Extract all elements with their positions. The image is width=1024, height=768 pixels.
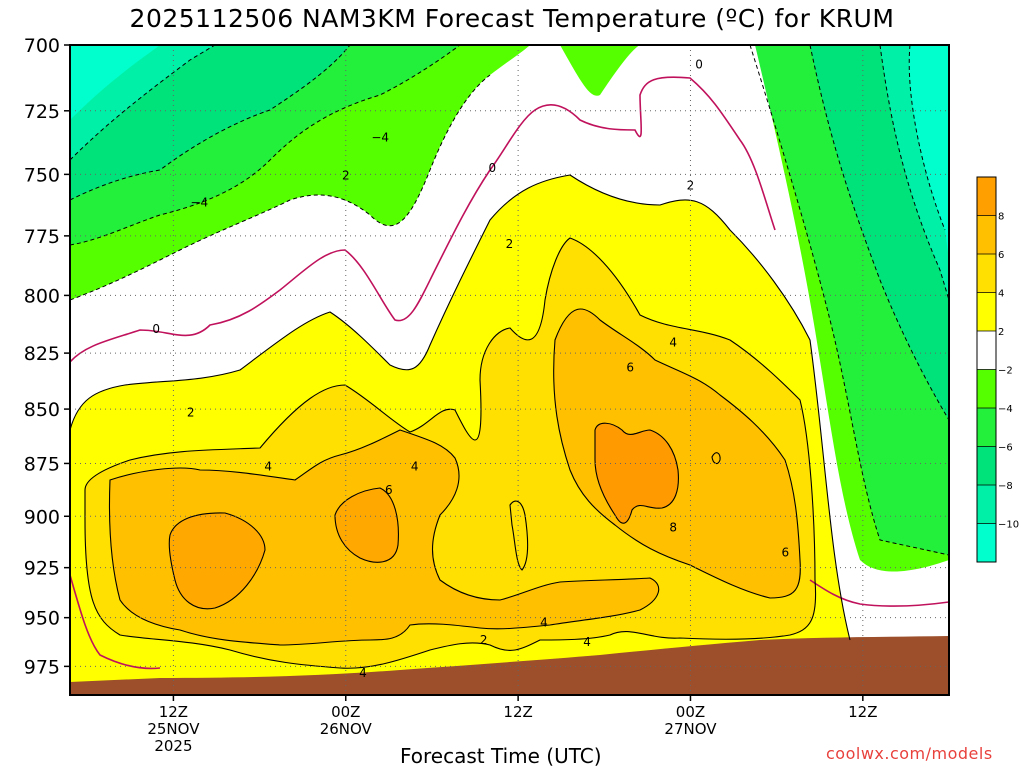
plus6-line <box>108 429 660 646</box>
x-tick-label: 2025 <box>154 737 192 755</box>
small-cell-1 <box>509 500 529 571</box>
y-tick-label: 875 <box>24 453 60 475</box>
contour-label: 0 <box>488 161 496 175</box>
contour-label: 4 <box>583 635 591 649</box>
contour-label: 2 <box>506 237 514 251</box>
colorbar-label: −4 <box>998 404 1013 415</box>
terrain <box>70 636 949 695</box>
plus4-line <box>84 237 817 669</box>
minus8-line <box>70 45 216 161</box>
y-axis: 700 725 750 775 800 825 850 875 900 925 950 975 <box>24 35 70 678</box>
band-6-east <box>553 308 801 598</box>
contour-label: 2 <box>342 168 350 182</box>
colorbar-swatch <box>977 485 996 524</box>
y-tick-label: 900 <box>24 506 60 528</box>
contour-lines <box>70 45 949 670</box>
colorbar: −10 −8 −6 −4 −2 2 4 6 8 <box>976 176 1019 563</box>
contour-label: −4 <box>190 196 208 210</box>
grid <box>70 44 949 695</box>
band-8-mid <box>335 488 399 563</box>
small-cell-2 <box>711 452 721 465</box>
y-tick-label: 825 <box>24 343 60 365</box>
colorbar-swatch <box>977 215 996 254</box>
plus8-line-west <box>168 512 266 610</box>
y-tick-label: 725 <box>24 101 60 123</box>
colorbar-label: 2 <box>998 327 1004 338</box>
x-tick-label: 25NOV <box>147 720 200 738</box>
plot-frame <box>69 44 950 696</box>
colorbar-swatch <box>977 408 996 447</box>
colorbar-label: 4 <box>998 289 1004 300</box>
contour-label: 2 <box>480 633 488 647</box>
east-minus4-line <box>809 45 949 421</box>
x-tick-label: 12Z <box>848 703 877 721</box>
y-tick-label: 925 <box>24 558 60 580</box>
band-8-east <box>595 423 679 524</box>
plus8-line-east <box>594 422 679 524</box>
east-minus8-line <box>908 45 946 231</box>
contour-label: 2 <box>187 405 195 419</box>
contour-label: 2 <box>687 178 695 192</box>
east-minus2-line <box>749 45 949 556</box>
colorbar-label: −6 <box>998 443 1013 454</box>
colorbar-swatch <box>977 331 996 370</box>
x-tick-label: 00Z <box>331 703 360 721</box>
plus6-line-east <box>553 308 801 599</box>
minus2-line <box>70 74 491 301</box>
colorbar-swatch <box>977 523 996 562</box>
contour-label: −4 <box>371 130 389 144</box>
y-tick-label: 950 <box>24 608 60 630</box>
filled-contours <box>70 45 949 695</box>
contour-label: 4 <box>540 616 548 630</box>
colorbar-swatch <box>977 446 996 485</box>
x-tick-label: 00Z <box>676 703 705 721</box>
contour-label: 8 <box>669 521 677 535</box>
y-tick-label: 700 <box>24 35 60 57</box>
y-tick-label: 775 <box>24 226 60 248</box>
contour-label: 4 <box>411 460 419 474</box>
y-tick-label: 975 <box>24 656 60 678</box>
zero-isotherm-upper <box>70 76 776 363</box>
colorbar-swatch <box>977 254 996 293</box>
y-tick-label: 750 <box>24 164 60 186</box>
y-tick-label: 850 <box>24 399 60 421</box>
x-tick-label: 26NOV <box>320 720 373 738</box>
colorbar-swatch <box>977 292 996 331</box>
colorbar-swatch <box>977 369 996 408</box>
contour-label: 6 <box>781 545 789 559</box>
x-tick-label: 12Z <box>159 703 188 721</box>
colorbar-label: 6 <box>998 250 1004 261</box>
zero-isotherm-lower <box>70 574 949 670</box>
x-axis-label: Forecast Time (UTC) <box>400 744 602 768</box>
colorbar-label: 8 <box>998 212 1004 223</box>
plus2-line <box>70 174 851 641</box>
plus8-line-mid <box>334 487 399 563</box>
band-8-west <box>169 512 265 609</box>
contour-labels: 0 0 0 −4 −4 2 2 2 2 2 4 4 4 4 4 4 6 6 6 8 <box>152 58 789 680</box>
site-credit: coolwx.com/models <box>826 744 993 763</box>
contour-label: 4 <box>669 336 677 350</box>
minus4-line <box>70 45 461 246</box>
minus6-line <box>70 45 351 201</box>
colorbar-swatch <box>977 177 996 216</box>
contour-label: 4 <box>264 460 272 474</box>
contour-label: 0 <box>152 322 160 336</box>
colorbar-label: −10 <box>998 520 1019 531</box>
contour-label: 6 <box>385 483 393 497</box>
x-tick-label: 12Z <box>503 703 532 721</box>
contour-label: 6 <box>626 361 634 375</box>
east-minus6-line <box>879 45 949 301</box>
x-tick-label: 27NOV <box>664 720 717 738</box>
contour-label: 0 <box>695 58 703 72</box>
contour-label: 4 <box>359 666 367 680</box>
chart-title: 2025112506 NAM3KM Forecast Temperature (… <box>129 4 895 33</box>
y-tick-label: 800 <box>24 285 60 307</box>
colorbar-label: −8 <box>998 481 1013 492</box>
colorbar-label: −2 <box>998 366 1013 377</box>
